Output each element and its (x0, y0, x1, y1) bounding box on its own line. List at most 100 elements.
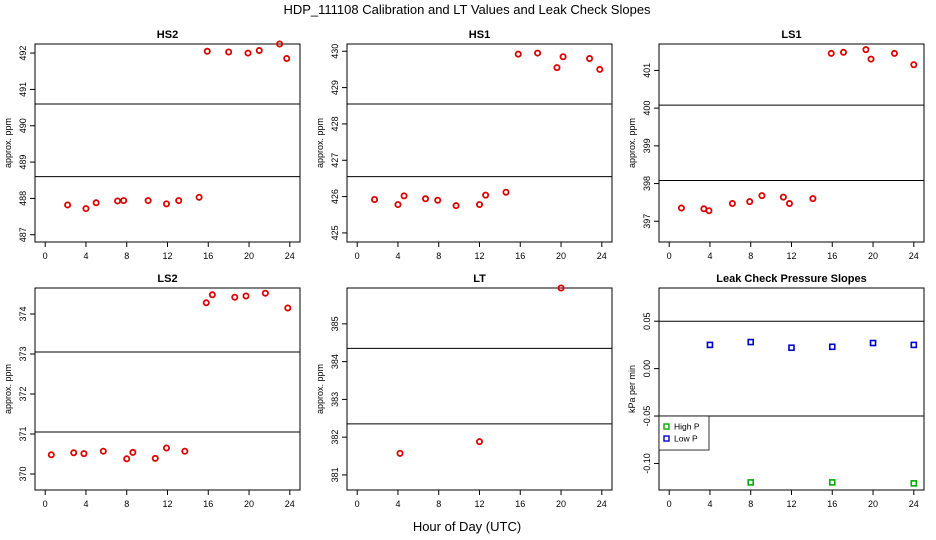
x-tick-label: 24 (597, 499, 607, 509)
data-point (175, 197, 183, 205)
x-tick-label: 0 (667, 499, 672, 509)
y-tick-label: 372 (18, 386, 28, 401)
data-point (559, 53, 567, 61)
data-point (261, 289, 269, 297)
x-tick-label: 8 (124, 251, 129, 261)
data-point (557, 284, 565, 292)
x-tick-label: 0 (43, 499, 48, 509)
x-tick-label: 16 (203, 499, 213, 509)
panel-title: LS1 (781, 29, 801, 41)
data-point-low-p (706, 341, 714, 349)
x-tick-label: 20 (556, 251, 566, 261)
x-tick-label: 0 (355, 499, 360, 509)
y-tick-label: 383 (330, 392, 340, 407)
y-tick-label: 374 (18, 306, 28, 321)
y-tick-label: 0.05 (642, 312, 652, 330)
data-point (502, 188, 510, 196)
plot-frame (346, 287, 613, 491)
panel-title: LT (473, 273, 486, 285)
data-point (99, 447, 107, 455)
x-tick-label: 20 (556, 499, 566, 509)
x-tick-label: 0 (43, 251, 48, 261)
x-tick-label: 24 (909, 499, 919, 509)
y-tick-label: 430 (330, 44, 340, 59)
data-point (244, 49, 252, 57)
panel-title: Leak Check Pressure Slopes (716, 273, 866, 285)
data-point (809, 195, 817, 203)
data-point-high-p (747, 479, 755, 486)
data-point-low-p (828, 343, 836, 351)
data-point-high-p (828, 479, 836, 486)
data-point (400, 192, 408, 200)
panel-title: LS2 (157, 273, 177, 285)
plot-frame (658, 43, 925, 243)
data-point (910, 61, 918, 69)
x-tick-label: 16 (203, 251, 213, 261)
y-tick-label: 371 (18, 426, 28, 441)
data-point (677, 204, 685, 212)
data-point (202, 299, 210, 307)
data-point (758, 192, 766, 200)
y-tick-label: 384 (330, 354, 340, 369)
x-tick-label: 24 (285, 251, 295, 261)
y-tick-label: 370 (18, 466, 28, 481)
data-point (475, 438, 483, 446)
y-tick-label: 381 (330, 467, 340, 482)
y-tick-label: 382 (330, 430, 340, 445)
x-tick-label: 12 (786, 499, 796, 509)
data-point (839, 48, 847, 56)
panel-title: HS1 (469, 29, 490, 41)
data-point-low-p (747, 338, 755, 346)
data-point-low-p (788, 344, 795, 352)
y-tick-label: 426 (330, 189, 340, 204)
data-point (80, 450, 88, 458)
panel-lt: LT 0 4 8 12 16 20 24 381 382 383 384 385 approx. ppm (315, 273, 613, 509)
legend-label: High P (674, 422, 700, 432)
x-tick-label: 4 (707, 499, 712, 509)
plot-frame (346, 43, 613, 243)
panel-hs2: HS2 0 4 8 12 16 20 24 487 488 489 490 491 492 approx. … (3, 29, 301, 261)
figure-title: HDP_111108 Calibration and LT Values and… (283, 2, 651, 17)
legend-label: Low P (674, 434, 698, 444)
y-axis-label: approx. ppm (3, 364, 13, 414)
data-point (421, 195, 429, 203)
data-point (746, 198, 754, 206)
x-tick-label: 12 (474, 499, 484, 509)
data-point (162, 200, 170, 208)
data-point (225, 48, 233, 56)
y-axis-label: approx. ppm (627, 118, 637, 168)
y-tick-label: 373 (18, 346, 28, 361)
y-axis-label: approx. ppm (315, 364, 325, 414)
plot-frame (34, 43, 301, 243)
data-point (586, 55, 594, 63)
y-tick-label: 401 (642, 63, 652, 78)
y-tick-label: 489 (18, 155, 28, 170)
x-tick-label: 8 (124, 499, 129, 509)
data-point (92, 199, 100, 207)
data-point (181, 447, 189, 455)
legend-box (658, 415, 710, 451)
data-point (394, 201, 402, 209)
x-tick-label: 24 (909, 251, 919, 261)
panel-ls2: LS2 0 4 8 12 16 20 24 370 371 372 373 374 approx. ppm (3, 273, 301, 509)
data-point (120, 197, 128, 205)
data-point (890, 49, 898, 57)
y-tick-label: 400 (642, 101, 652, 116)
legend-marker (663, 435, 670, 442)
data-point (151, 454, 159, 462)
data-point (242, 292, 250, 300)
data-point (82, 205, 90, 213)
x-tick-label: 12 (474, 251, 484, 261)
x-axis-label: Hour of Day (UTC) (413, 519, 521, 534)
y-axis-label: approx. ppm (315, 118, 325, 168)
y-tick-label: 491 (18, 82, 28, 97)
x-tick-label: 16 (515, 251, 525, 261)
data-point (475, 201, 483, 209)
x-tick-label: 8 (748, 499, 753, 509)
y-tick-label: 399 (642, 138, 652, 153)
x-tick-label: 12 (162, 499, 172, 509)
y-tick-label: 488 (18, 191, 28, 206)
x-tick-label: 8 (748, 251, 753, 261)
